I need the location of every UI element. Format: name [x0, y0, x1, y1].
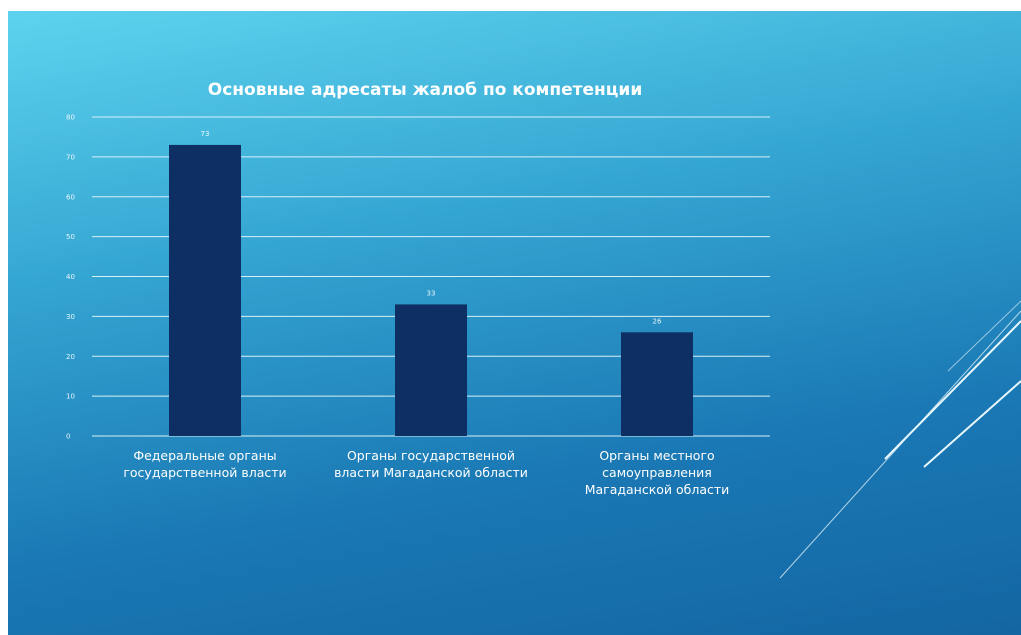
category-label: Органы государственной власти Магаданской… — [334, 448, 528, 480]
chart-title: Основные адресаты жалоб по компетенции — [208, 80, 642, 100]
decorative-lines — [779, 300, 1021, 579]
y-tick-label: 30 — [66, 313, 75, 321]
data-label: 73 — [201, 130, 210, 138]
bar — [395, 304, 467, 436]
y-tick-label: 0 — [66, 433, 70, 441]
bar — [621, 332, 693, 436]
slide: Основные адресаты жалоб по компетенции 0… — [8, 11, 1021, 635]
data-labels: 73 33 26 — [201, 130, 662, 325]
y-tick-label: 50 — [66, 233, 75, 241]
y-tick-label: 70 — [66, 153, 75, 161]
y-tick-label: 80 — [66, 114, 75, 122]
x-axis: Федеральные органы государственной власти… — [123, 448, 729, 497]
y-tick-label: 60 — [66, 193, 75, 201]
bars — [169, 144, 693, 436]
data-label: 26 — [653, 317, 662, 325]
bar — [169, 144, 241, 436]
y-axis: 0 10 20 30 40 50 60 70 80 — [66, 114, 75, 441]
y-tick-label: 10 — [66, 393, 75, 401]
category-label: Органы местного самоуправления Магаданской… — [585, 448, 730, 497]
data-label: 33 — [427, 289, 436, 297]
y-tick-label: 40 — [66, 273, 75, 281]
y-tick-label: 20 — [66, 353, 75, 361]
category-label: Федеральные органы государственной власти — [123, 448, 286, 480]
chart: Основные адресаты жалоб по компетенции 0… — [66, 80, 1021, 579]
